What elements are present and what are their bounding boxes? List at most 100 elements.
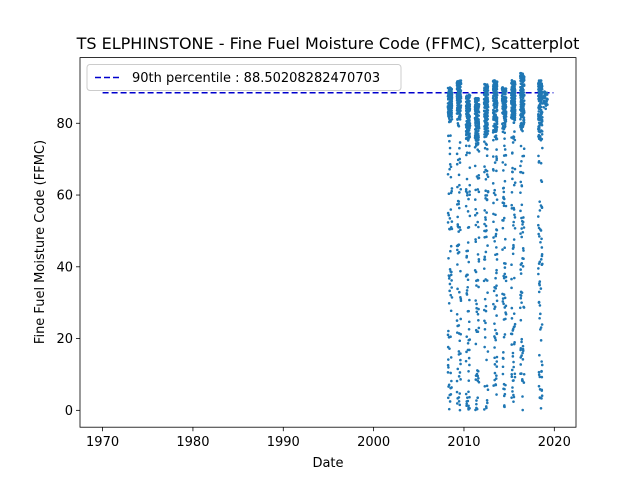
- scatter-point: [492, 99, 495, 103]
- scatter-point: [493, 378, 496, 382]
- scatter-point: [467, 356, 471, 360]
- scatter-point: [540, 370, 543, 373]
- scatter-point: [500, 94, 504, 98]
- scatter-point: [501, 122, 504, 126]
- scatter-point: [468, 406, 471, 410]
- scatter-point: [510, 317, 514, 320]
- scatter-point: [458, 371, 462, 374]
- scatter-point: [544, 107, 548, 111]
- scatter-point: [468, 363, 471, 367]
- scatter-point: [502, 117, 506, 120]
- scatter-point: [457, 375, 461, 378]
- scatter-point: [459, 187, 463, 191]
- scatter-point: [475, 310, 479, 314]
- scatter-point: [457, 124, 461, 128]
- scatter-point: [466, 111, 469, 115]
- scatter-point: [503, 306, 507, 309]
- scatter-point: [510, 263, 513, 267]
- scatter-point: [493, 356, 496, 360]
- scatter-point: [485, 86, 489, 90]
- scatter-point: [513, 375, 517, 379]
- scatter-point: [446, 211, 450, 215]
- scatter-point: [538, 235, 541, 238]
- scatter-point: [503, 97, 507, 101]
- scatter-point: [539, 179, 543, 182]
- scatter-point: [519, 91, 523, 94]
- scatter-point: [519, 100, 523, 104]
- scatter-point: [467, 390, 470, 394]
- scatter-point: [544, 97, 547, 100]
- scatter-point: [522, 83, 526, 86]
- scatter-point: [540, 97, 544, 101]
- scatter-point: [495, 169, 498, 173]
- scatter-point: [512, 94, 516, 98]
- scatter-point: [493, 363, 497, 366]
- scatter-point: [520, 337, 524, 341]
- scatter-point: [458, 96, 462, 100]
- scatter-point: [474, 135, 477, 138]
- scatter-point: [484, 92, 487, 95]
- scatter-point: [493, 94, 497, 98]
- scatter-point: [521, 349, 525, 353]
- scatter-point: [512, 224, 515, 227]
- scatter-point: [485, 229, 488, 232]
- scatter-point: [483, 140, 486, 143]
- scatter-point: [511, 351, 515, 355]
- scatter-point: [513, 341, 516, 344]
- scatter-point: [537, 215, 540, 218]
- scatter-point: [519, 372, 522, 376]
- scatter-point: [458, 339, 462, 343]
- scatter-point: [449, 134, 452, 137]
- scatter-point: [483, 229, 486, 233]
- scatter-point: [492, 110, 496, 114]
- scatter-point: [537, 154, 540, 158]
- scatter-point: [522, 154, 526, 158]
- scatter-point: [483, 146, 487, 150]
- scatter-point: [502, 169, 505, 172]
- scatter-point: [464, 392, 468, 396]
- scatter-point: [538, 93, 542, 97]
- scatter-point: [448, 274, 451, 278]
- scatter-point: [447, 407, 451, 411]
- scatter-point: [449, 309, 453, 313]
- scatter-point: [457, 173, 461, 177]
- scatter-point: [468, 126, 471, 130]
- scatter-point: [464, 359, 468, 363]
- scatter-point: [483, 209, 487, 212]
- scatter-point: [503, 272, 507, 276]
- scatter-point: [522, 122, 525, 126]
- scatter-point: [475, 402, 478, 406]
- scatter-point: [521, 247, 525, 250]
- scatter-point: [466, 99, 469, 102]
- scatter-point: [483, 297, 487, 301]
- scatter-point: [537, 262, 541, 265]
- scatter-point: [455, 402, 459, 405]
- scatter-point: [510, 343, 514, 346]
- scatter-point: [520, 354, 523, 357]
- scatter-point: [537, 370, 541, 374]
- scatter-point: [495, 106, 498, 109]
- scatter-point: [493, 126, 497, 130]
- scatter-point: [449, 249, 452, 253]
- scatter-point: [468, 193, 471, 196]
- scatter-point: [485, 198, 489, 202]
- scatter-point: [541, 262, 544, 266]
- scatter-point: [495, 360, 499, 363]
- scatter-point: [485, 384, 489, 388]
- scatter-point: [520, 291, 524, 294]
- scatter-point: [468, 134, 471, 137]
- scatter-point: [447, 108, 451, 112]
- scatter-point: [513, 105, 517, 109]
- scatter-point: [538, 87, 542, 91]
- scatter-point: [546, 103, 549, 106]
- scatter-point: [540, 237, 543, 241]
- scatter-point: [519, 144, 523, 148]
- scatter-point: [512, 400, 515, 403]
- scatter-point: [520, 126, 524, 129]
- scatter-point: [512, 360, 515, 364]
- scatter-point: [511, 85, 515, 89]
- scatter-point: [495, 331, 498, 335]
- scatter-point: [502, 201, 506, 205]
- scatter-point: [513, 167, 517, 171]
- scatter-point: [512, 245, 515, 249]
